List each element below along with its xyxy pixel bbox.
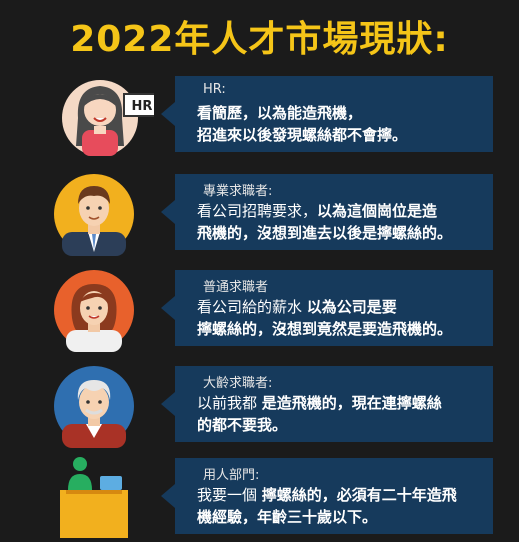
desk-worker-icon <box>60 457 128 538</box>
bubble-line-1: 我要一個 擰螺絲的，必須有二十年造飛 <box>197 486 457 504</box>
bubble-line-1: 看簡歷，以為能造飛機， <box>197 104 363 122</box>
page-title: 2022年人才市場現狀: <box>70 19 449 60</box>
row-hiring-department: 用人部門: 我要一個 擰螺絲的，必須有二十年造飛 機經驗，年齡三十歲以下。 <box>0 452 519 542</box>
old-man-avatar-icon <box>54 366 134 448</box>
speech-bubble-professional: 專業求職者: 看公司招聘要求，以為這個崗位是造 飛機的，沒想到進去以後是擰螺絲的… <box>161 174 493 250</box>
bubble-line-2: 飛機的，沒想到進去以後是擰螺絲的。 <box>197 224 453 242</box>
bubble-line-1: 以前我都 是造飛機的，現在連擰螺絲 <box>197 394 442 412</box>
bubble-line-1: 看公司招聘要求，以為這個崗位是造 <box>197 202 438 220</box>
speech-bubble-ordinary: 普通求職者 看公司給的薪水 以為公司是要 擰螺絲的，沒想到竟然是要造飛機的。 <box>161 270 493 346</box>
bubble-line-2: 的都不要我。 <box>197 416 288 434</box>
woman-avatar-icon <box>54 270 134 352</box>
role-label: HR: <box>203 82 226 97</box>
young-man-avatar-icon <box>54 174 134 256</box>
role-label: 用人部門: <box>203 468 260 483</box>
hr-woman-avatar-icon: HR <box>62 80 154 156</box>
bubble-line-1: 看公司給的薪水 以為公司是要 <box>197 298 397 316</box>
row-ordinary-seeker: 普通求職者 看公司給的薪水 以為公司是要 擰螺絲的，沒想到竟然是要造飛機的。 <box>0 264 519 354</box>
speech-bubble-hr: HR: 看簡歷，以為能造飛機， 招進來以後發現螺絲都不會擰。 <box>161 76 493 152</box>
bubble-line-2: 招進來以後發現螺絲都不會擰。 <box>197 126 408 144</box>
speech-bubble-older: 大齡求職者: 以前我都 是造飛機的，現在連擰螺絲 的都不要我。 <box>161 366 493 442</box>
row-professional-seeker: 專業求職者: 看公司招聘要求，以為這個崗位是造 飛機的，沒想到進去以後是擰螺絲的… <box>0 168 519 258</box>
role-label: 大齡求職者: <box>203 376 273 391</box>
speech-bubble-hiring: 用人部門: 我要一個 擰螺絲的，必須有二十年造飛 機經驗，年齡三十歲以下。 <box>161 458 493 534</box>
hr-sign-text: HR <box>132 99 153 114</box>
row-hr: HR HR: 看簡歷，以為能造飛機， 招進來以後發現螺絲都不會擰。 <box>0 70 519 160</box>
row-older-seeker: 大齡求職者: 以前我都 是造飛機的，現在連擰螺絲 的都不要我。 <box>0 360 519 450</box>
bubble-line-2: 機經驗，年齡三十歲以下。 <box>197 508 378 526</box>
role-label: 普通求職者 <box>203 280 269 295</box>
bubble-line-2: 擰螺絲的，沒想到竟然是要造飛機的。 <box>197 320 453 338</box>
role-label: 專業求職者: <box>203 184 273 199</box>
